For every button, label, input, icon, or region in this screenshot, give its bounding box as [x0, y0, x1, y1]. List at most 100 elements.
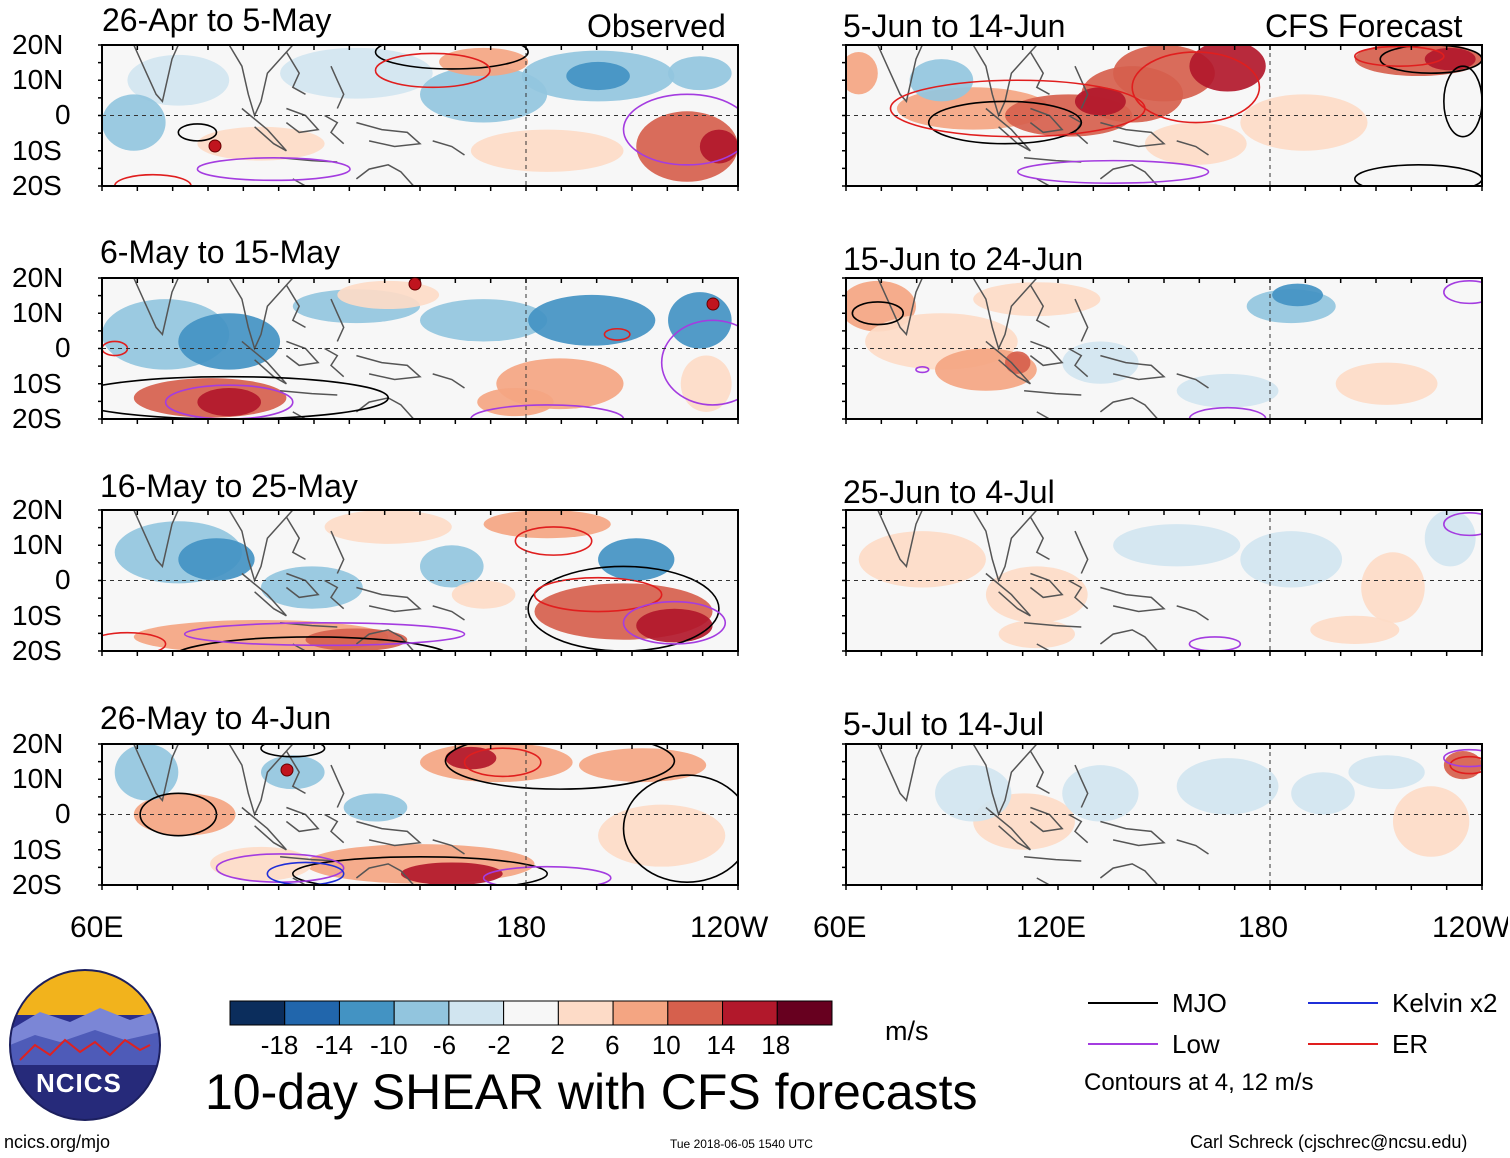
fc-panel-2-field-blob	[1005, 351, 1031, 374]
fc-panel-3-field-blob	[1310, 615, 1400, 644]
obs-panel-1-coastline	[324, 114, 345, 145]
obs-panel-2	[98, 277, 739, 424]
obs-panel-3-contour	[622, 600, 727, 645]
legend-er-label: ER	[1392, 1029, 1429, 1059]
lat-label-10s-row4: 10S	[12, 834, 62, 865]
fc-panel-3-coastline	[1074, 530, 1089, 574]
obs-panel-2-coastline	[280, 390, 338, 396]
fc-panel-4-coastline	[1036, 877, 1050, 885]
colorbar-swatch	[448, 1000, 505, 1026]
obs-panel-3-contour	[178, 636, 446, 651]
obs-panel-3-contour	[183, 621, 466, 647]
lat-label-10n-row4: 10N	[12, 763, 64, 794]
fc-panel-2	[842, 277, 1483, 424]
obs-panel-1-coastline	[133, 45, 179, 103]
fc-panel-2-coastline	[1029, 340, 1064, 367]
fc-panel-1-field-blob	[909, 59, 974, 102]
colorbar-tick-label: -6	[432, 1030, 457, 1060]
fc-panel-3-coastline	[877, 510, 923, 568]
fc-panel-3-coastline	[1100, 586, 1166, 613]
colorbar-tick-label: 10	[651, 1030, 681, 1060]
fc-panel-1-coastline	[1176, 140, 1209, 156]
obs-panel-3-coastline	[228, 510, 294, 583]
fc-panel-3-coastline	[1099, 629, 1159, 651]
obs-panel-4-coastline	[228, 744, 294, 817]
fc-panel-1-coastline	[1074, 65, 1089, 109]
obs-panel-3-coastline	[330, 530, 345, 574]
fc-panel-3-field-blob	[1113, 524, 1241, 567]
obs-panel-4-coastline	[355, 863, 415, 885]
fc-panel-1-contour	[927, 100, 1083, 145]
obs-panel-3-field-blob	[324, 510, 452, 544]
obs-panel-1-coastline	[241, 107, 287, 152]
fc-panel-1-contour	[1353, 45, 1445, 67]
obs-panel-4	[98, 743, 739, 890]
obs-panel-1-contour	[374, 45, 529, 70]
obs-panel-1-coastline	[356, 121, 422, 148]
colorbar-tick-label: -14	[315, 1030, 354, 1060]
obs-panel-1-field-blob	[668, 56, 732, 91]
footer-timestamp: Tue 2018-06-05 1540 UTC	[670, 1137, 813, 1151]
obs-panel-3-coastline	[432, 605, 465, 621]
obs-panel-4-coastline	[241, 806, 287, 851]
fc-panel-3-coastline	[1029, 516, 1050, 561]
fc-panel-1-field-blob	[1189, 45, 1266, 92]
lon-label-left-120w: 120W	[690, 911, 769, 944]
lon-label-right-180: 180	[1238, 911, 1289, 944]
lat-label-10s-row2: 10S	[12, 368, 62, 399]
obs-panel-2-field-blob	[477, 387, 554, 417]
obs-panel-2-coastline	[241, 340, 287, 385]
forecast-header: CFS Forecast	[1265, 8, 1463, 44]
fc-panel-4-field-blob	[1443, 751, 1482, 780]
fc-panel-2-coastline	[1036, 411, 1050, 419]
lat-label-20s-row3: 20S	[12, 635, 62, 666]
fc-panel-4-field-blob	[1176, 758, 1279, 815]
obs-panel-3-field-blob	[451, 580, 516, 609]
fc-panel-4-field-blob	[1291, 772, 1355, 815]
fc-panel-2-coastline	[1068, 347, 1089, 378]
obs-panel-3-coastline	[324, 579, 345, 610]
fc-panel-1	[842, 44, 1483, 191]
obs-panel-1-field-blob	[470, 129, 624, 172]
fc-panel-4-field-blob	[1392, 786, 1470, 857]
fc-panel-3-contour	[1443, 512, 1482, 537]
fc-panel-2-contour	[1188, 406, 1267, 419]
obs-panel-2-coastline	[330, 298, 345, 342]
lat-label-20s-row2: 20S	[12, 403, 62, 434]
lat-label-10n-row3: 10N	[12, 529, 64, 560]
obs-panel-4-field-blob	[579, 748, 707, 783]
obs-panel-1-contour	[177, 123, 218, 142]
fc-panel-3-coastline	[1024, 622, 1082, 628]
obs-panel-1-coastline	[285, 107, 320, 134]
fc-panel-2-field-blob	[1272, 283, 1324, 307]
fc-panel-4-contour	[1449, 755, 1482, 775]
obs-panel-4-coastline	[285, 806, 320, 833]
lat-label-20n-row4: 20N	[12, 728, 64, 759]
panel-title-fc-2: 15-Jun to 24-Jun	[843, 241, 1084, 277]
obs-panel-2-coastline	[292, 411, 306, 419]
fc-panel-2-coastline	[877, 278, 923, 336]
colorbar-tick-label: -10	[370, 1030, 408, 1060]
obs-panel-2-contour	[660, 319, 738, 406]
obs-panel-4-coastline	[280, 856, 338, 862]
obs-panel-3-coastline	[356, 586, 422, 613]
footer-url[interactable]: ncics.org/mjo	[4, 1132, 111, 1152]
obs-panel-1-coastline	[228, 45, 294, 118]
obs-panel-1-coastline	[432, 140, 465, 156]
figure-title: 10-day SHEAR with CFS forecasts	[205, 1064, 978, 1120]
fc-panel-1-coastline	[877, 45, 923, 103]
obs-panel-3-contour	[514, 526, 593, 556]
cyclone-icon	[706, 297, 720, 311]
legend-note: Contours at 4, 12 m/s	[1084, 1069, 1314, 1096]
obs-panel-2-coastline	[228, 278, 294, 351]
fc-panel-2-contour	[1443, 280, 1482, 305]
fc-panel-1-field-blob	[846, 52, 878, 95]
colorbar-swatch	[722, 1000, 778, 1026]
obs-panel-4-coastline	[285, 750, 306, 795]
colorbar-tick-label: -2	[487, 1030, 511, 1060]
obs-panel-1-contour	[113, 173, 192, 186]
obs-panel-4-contour	[463, 747, 542, 778]
fc-panel-1-field-blob	[1144, 122, 1247, 165]
fc-panel-1-coastline	[1099, 164, 1159, 186]
obs-panel-3-coastline	[133, 510, 179, 568]
